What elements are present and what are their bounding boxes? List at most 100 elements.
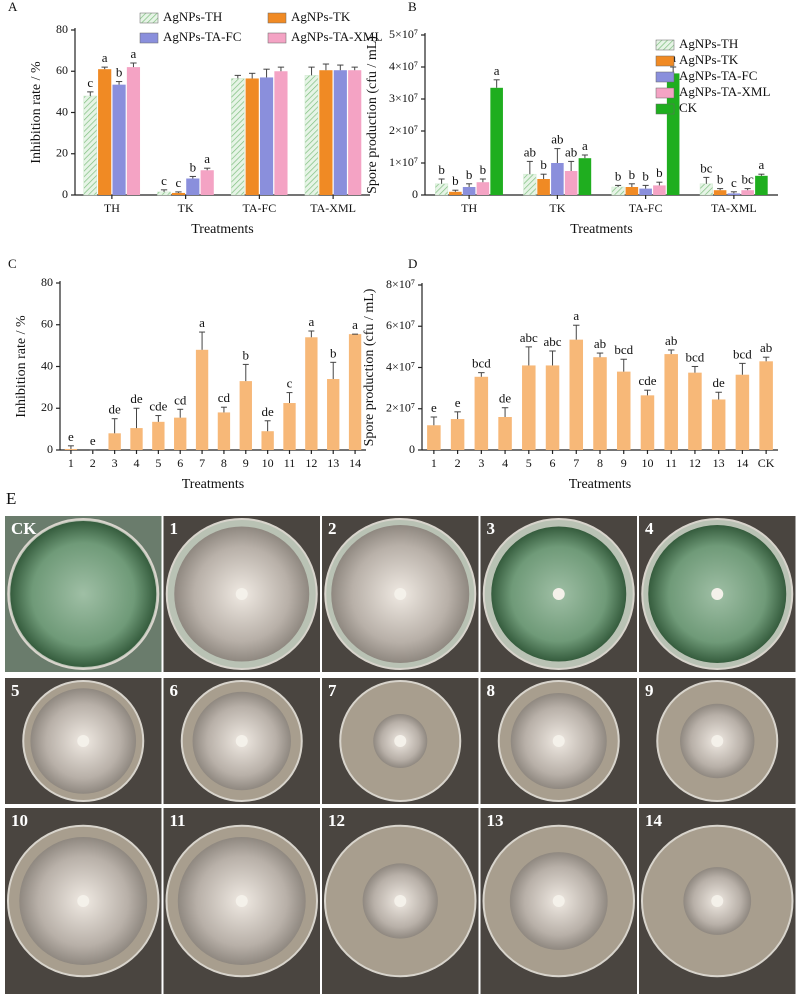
x-tick-label: 2 [455,456,461,470]
bar [449,191,462,195]
error-bar [220,406,227,413]
significance-label: b [190,159,197,174]
bar [327,379,340,450]
significance-label: cde [149,399,167,414]
error-bar [452,189,459,192]
legend-swatch [655,71,675,83]
significance-label: b [629,167,636,182]
legend-label: AgNPs-TK [679,52,739,67]
bar [283,403,296,450]
legend-swatch [267,32,287,44]
x-tick-label: 5 [155,456,161,470]
legend-label: AgNPs-TA-XML [291,29,382,44]
inoculum [235,735,248,747]
legend-label: CK [679,100,698,115]
y-tick-label: 8×10⁷ [386,277,415,291]
colony [10,521,157,667]
x-tick-label: 11 [665,456,677,470]
error-bar [87,91,94,96]
error-bar [454,411,461,420]
significance-label: a [759,157,765,172]
significance-label: c [161,173,167,188]
x-tick-label: 14 [736,456,748,470]
bar [152,421,165,450]
bar [593,357,607,450]
significance-label: b [466,167,473,182]
error-bar [438,178,445,184]
significance-label: b [615,168,622,183]
error-bar [479,178,486,183]
bar [639,188,652,195]
x-axis-title: Treatments [570,222,632,237]
bar [688,372,702,450]
significance-label: a [102,50,108,65]
bar [126,67,141,195]
plate-label: 13 [487,811,504,830]
bar [261,431,274,450]
x-tick-label: 11 [284,456,296,470]
bar [735,374,750,450]
bar [699,183,713,196]
bar [304,75,319,196]
bar [551,163,564,195]
bar [259,77,274,195]
inoculum [235,588,248,600]
y-axis-title: Spore production (cfu / mL) [365,36,380,194]
y-tick-label: 80 [56,22,68,36]
error-bar [573,324,580,340]
bar [664,354,678,450]
inoculum [394,895,407,907]
bar [759,361,773,450]
x-tick-label: TK [549,201,565,215]
error-bar [615,184,622,187]
error-bar [133,407,140,429]
x-tick-label: TK [178,201,194,215]
error-bar [308,66,315,76]
x-tick-label: TA-XML [310,201,356,215]
x-tick-label: TH [104,201,120,215]
plate-label: 5 [11,681,20,700]
error-bar [115,81,123,85]
error-bar [430,416,438,426]
error-bar [644,389,651,396]
inoculum [235,895,248,907]
plate-label: CK [11,519,37,538]
plate-label: 3 [487,519,496,538]
error-bar [554,148,561,163]
error-bar [715,391,722,400]
plate-label: 14 [645,811,663,830]
bar [348,334,362,450]
bar [711,399,726,450]
panel-label: D [408,256,417,271]
error-bar [204,167,211,171]
legend-swatch [267,12,287,24]
plate-label: 1 [170,519,179,538]
significance-label: e [90,433,96,448]
bar [450,419,465,450]
bar [435,183,449,196]
legend-label: AgNPs-TA-FC [679,68,757,83]
panel-label: A [8,0,18,14]
error-bar [540,173,547,179]
significance-label: e [68,429,74,444]
significance-label: a [352,317,358,332]
error-bar [501,407,509,417]
y-tick-label: 20 [56,146,68,160]
significance-label: b [438,162,445,177]
inoculum [552,895,565,907]
error-bar [568,160,575,171]
error-bar [330,361,337,380]
legend-swatch [655,55,675,67]
bar [171,192,186,195]
significance-label: bc [700,160,713,175]
bar [174,417,187,450]
bar [64,448,78,450]
x-tick-label: 6 [550,456,556,470]
plate-label: 6 [170,681,179,700]
inoculum [552,735,565,747]
error-bar [130,62,137,68]
plate-label: 7 [328,681,337,700]
inoculum [77,895,90,907]
error-bar [175,191,182,193]
